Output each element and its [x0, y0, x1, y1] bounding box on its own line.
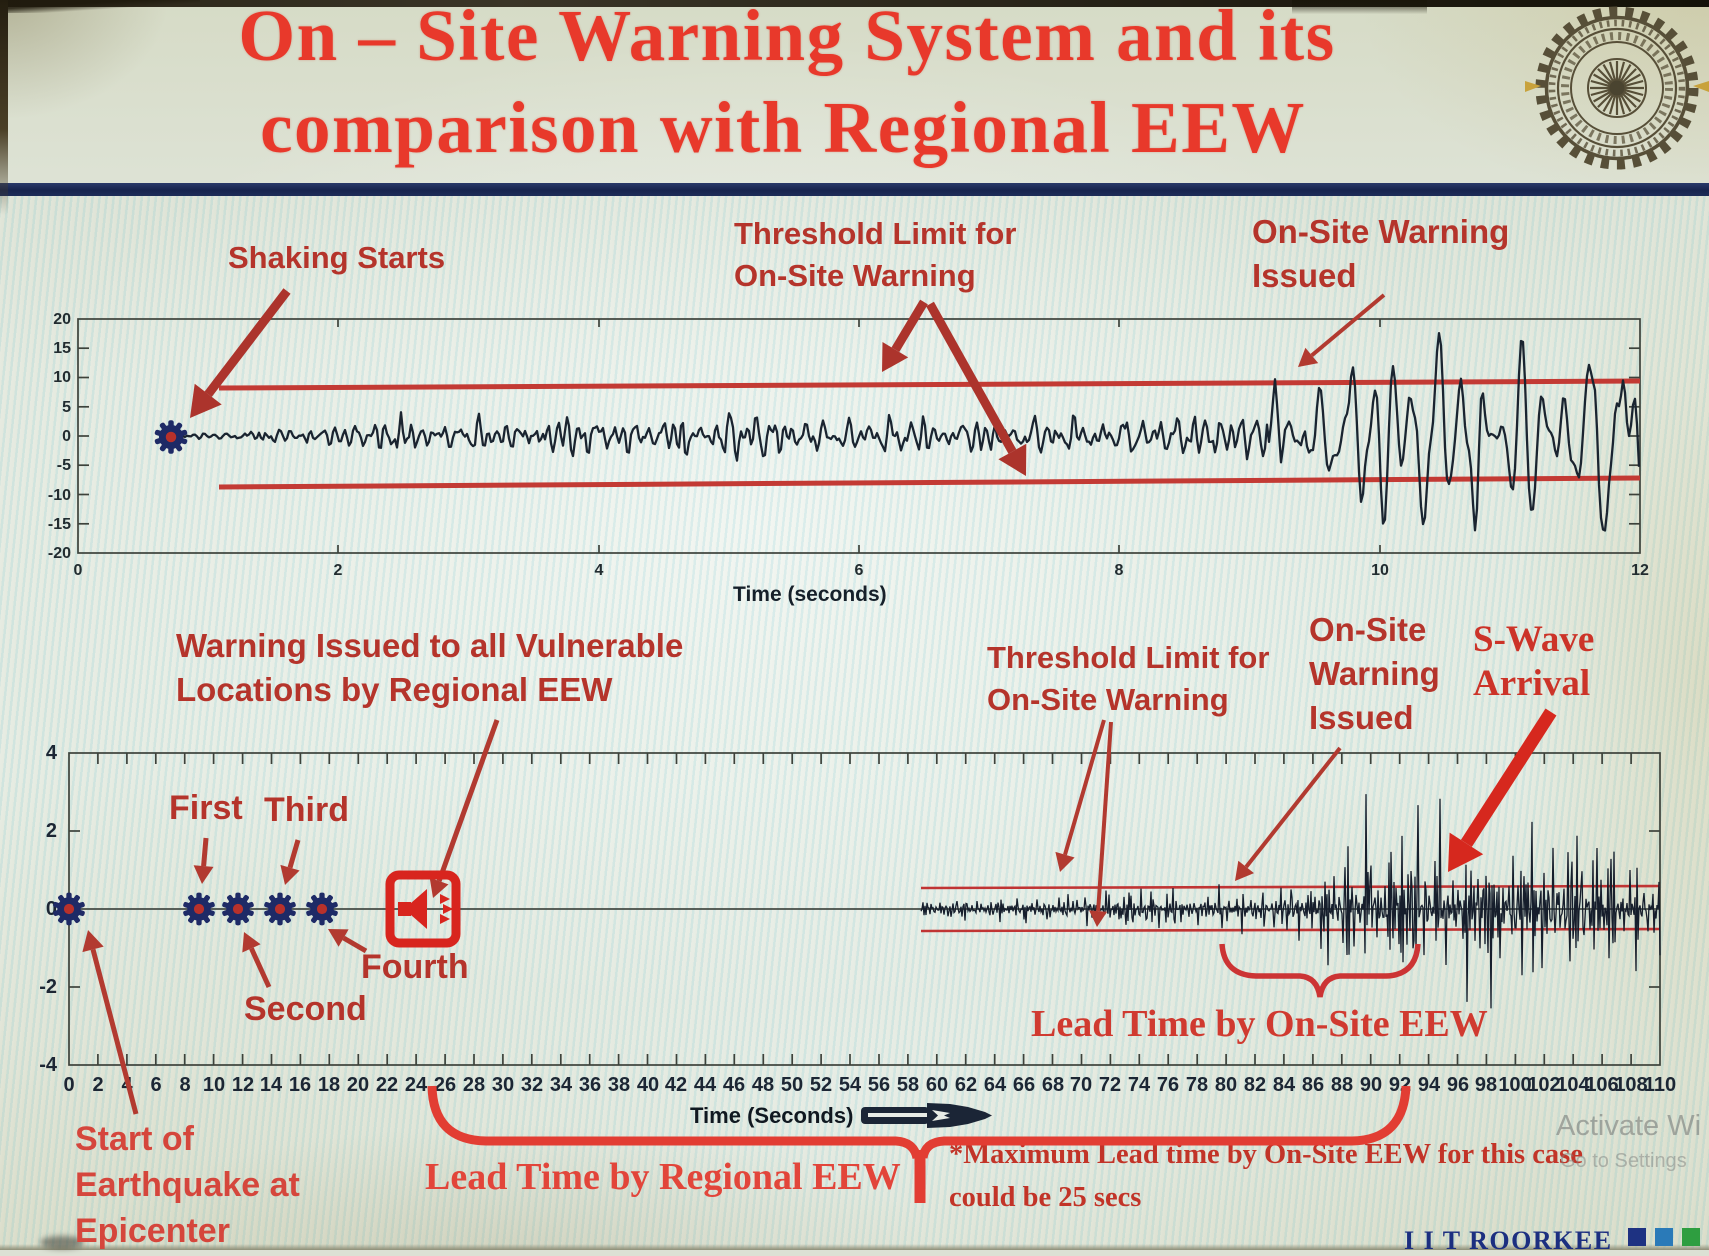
svg-text:110: 110 [1644, 1074, 1676, 1096]
svg-text:78: 78 [1186, 1074, 1208, 1096]
svg-text:8: 8 [1115, 562, 1124, 579]
svg-text:62: 62 [955, 1074, 977, 1096]
svg-text:-4: -4 [39, 1054, 58, 1076]
svg-text:26: 26 [434, 1074, 456, 1096]
svg-text:4: 4 [46, 742, 58, 764]
svg-text:40: 40 [637, 1074, 659, 1096]
svg-text:86: 86 [1302, 1074, 1324, 1096]
svg-text:20: 20 [53, 311, 71, 328]
svg-text:28: 28 [463, 1074, 485, 1096]
svg-text:64: 64 [984, 1074, 1007, 1096]
svg-text:20: 20 [347, 1074, 369, 1096]
svg-text:6: 6 [855, 562, 864, 579]
svg-text:2: 2 [92, 1074, 103, 1096]
svg-text:70: 70 [1070, 1074, 1092, 1096]
svg-text:72: 72 [1099, 1074, 1121, 1096]
svg-text:100: 100 [1498, 1074, 1531, 1096]
svg-text:98: 98 [1475, 1074, 1497, 1096]
svg-text:-20: -20 [48, 545, 71, 562]
svg-text:88: 88 [1331, 1074, 1353, 1096]
svg-text:34: 34 [550, 1074, 573, 1096]
svg-text:12: 12 [1631, 562, 1649, 579]
svg-text:66: 66 [1013, 1074, 1035, 1096]
svg-text:2: 2 [46, 820, 57, 842]
svg-text:-15: -15 [48, 516, 71, 533]
svg-text:48: 48 [752, 1074, 774, 1096]
svg-text:10: 10 [1371, 562, 1389, 579]
svg-text:10: 10 [53, 369, 71, 386]
svg-text:12: 12 [232, 1074, 254, 1096]
svg-text:96: 96 [1447, 1074, 1469, 1096]
svg-text:6: 6 [150, 1074, 161, 1096]
svg-text:104: 104 [1556, 1074, 1590, 1096]
svg-text:5: 5 [62, 399, 71, 416]
svg-text:50: 50 [781, 1074, 803, 1096]
svg-text:30: 30 [492, 1074, 514, 1096]
svg-text:76: 76 [1157, 1074, 1179, 1096]
svg-text:4: 4 [595, 562, 604, 579]
svg-text:0: 0 [46, 898, 57, 920]
svg-text:60: 60 [926, 1074, 948, 1096]
svg-text:0: 0 [63, 1074, 74, 1096]
svg-text:2: 2 [334, 562, 343, 579]
svg-text:56: 56 [868, 1074, 890, 1096]
svg-text:10: 10 [203, 1074, 225, 1096]
svg-text:94: 94 [1418, 1074, 1441, 1096]
svg-text:58: 58 [897, 1074, 919, 1096]
svg-text:-2: -2 [39, 976, 57, 998]
svg-text:32: 32 [521, 1074, 543, 1096]
svg-text:46: 46 [723, 1074, 745, 1096]
svg-text:18: 18 [318, 1074, 340, 1096]
svg-text:84: 84 [1273, 1074, 1296, 1096]
svg-text:-5: -5 [57, 457, 71, 474]
svg-text:16: 16 [289, 1074, 311, 1096]
svg-text:0: 0 [74, 562, 83, 579]
svg-text:-10: -10 [48, 487, 71, 504]
svg-text:68: 68 [1042, 1074, 1064, 1096]
svg-text:36: 36 [579, 1074, 601, 1096]
svg-text:106: 106 [1585, 1074, 1618, 1096]
svg-text:52: 52 [810, 1074, 832, 1096]
svg-text:15: 15 [53, 340, 71, 357]
svg-text:24: 24 [405, 1074, 428, 1096]
svg-text:0: 0 [62, 428, 71, 445]
svg-text:80: 80 [1215, 1074, 1237, 1096]
svg-text:8: 8 [179, 1074, 190, 1096]
svg-text:44: 44 [694, 1074, 717, 1096]
svg-text:14: 14 [260, 1074, 283, 1096]
svg-text:54: 54 [839, 1074, 862, 1096]
svg-text:42: 42 [665, 1074, 687, 1096]
svg-text:74: 74 [1128, 1074, 1151, 1096]
svg-text:22: 22 [376, 1074, 398, 1096]
svg-text:90: 90 [1360, 1074, 1382, 1096]
svg-text:82: 82 [1244, 1074, 1266, 1096]
svg-text:102: 102 [1527, 1074, 1560, 1096]
svg-text:38: 38 [608, 1074, 630, 1096]
svg-text:108: 108 [1614, 1074, 1647, 1096]
